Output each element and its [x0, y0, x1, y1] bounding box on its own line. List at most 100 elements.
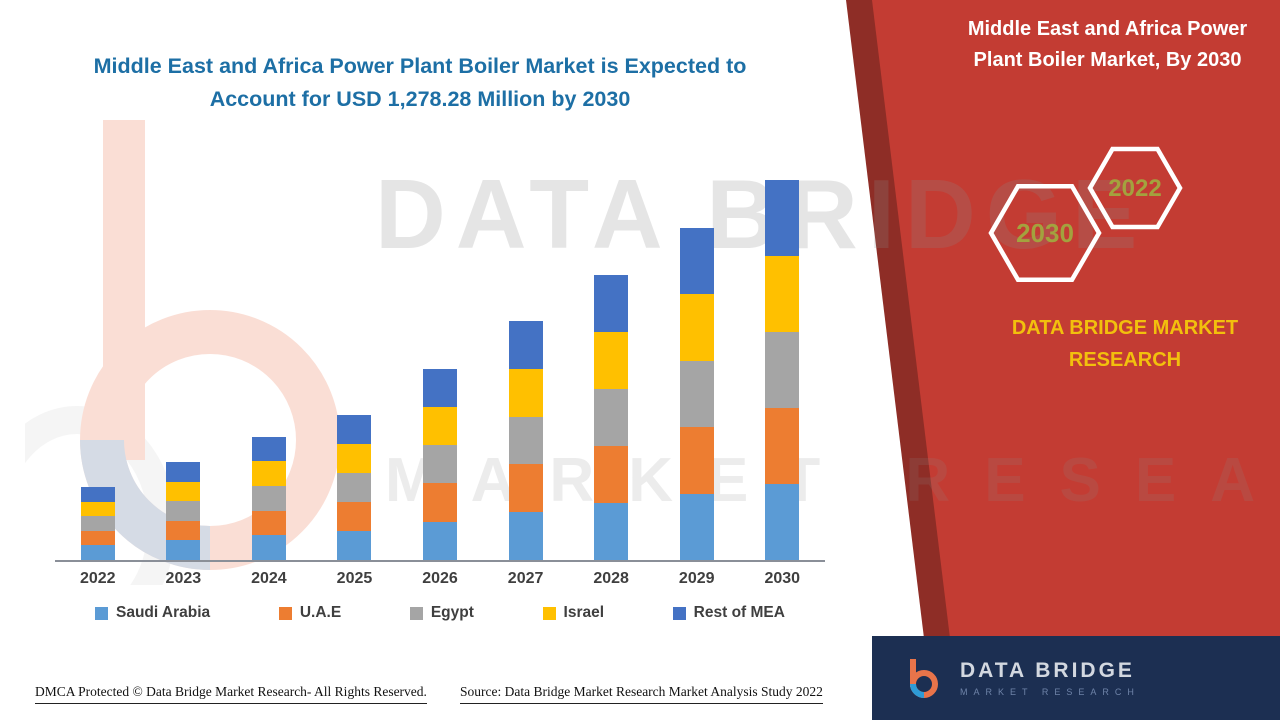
- logo-box: DATA BRIDGE MARKET RESEARCH: [872, 636, 1280, 720]
- bar-segment-rest-of-mea: [251, 436, 286, 462]
- bar-stack: [337, 414, 372, 560]
- bar-segment-saudi-arabia: [594, 503, 629, 560]
- bar-segment-israel: [679, 294, 714, 361]
- x-axis-label: 2022: [79, 570, 116, 587]
- stacked-bar-chart: 2022 2023 2024 2025 2026 2027 2028 2029 2030 Sau…: [55, 166, 825, 622]
- x-axis-label: 2025: [336, 570, 373, 587]
- page-title: Middle East and Africa Power Plant Boile…: [70, 50, 770, 117]
- legend-swatch: [95, 606, 108, 620]
- bar-segment-israel: [80, 501, 115, 517]
- brand-text-line1: DATA BRIDGE MARKET: [1011, 317, 1239, 339]
- bar-column: [141, 166, 227, 560]
- year-hexagons: 2030 2022: [985, 138, 1225, 343]
- bar-segment-egypt: [423, 445, 458, 484]
- bar-column: [226, 166, 312, 560]
- bar-segment-saudi-arabia: [80, 545, 115, 560]
- footer-source-text: Source: Data Bridge Market Research Mark…: [460, 684, 823, 704]
- legend-item: Israel: [542, 604, 605, 622]
- bar-column: [654, 166, 740, 560]
- bar-segment-egypt: [508, 416, 543, 465]
- bar-segment-israel: [251, 461, 286, 487]
- bar-segment-rest-of-mea: [423, 368, 458, 407]
- legend-item: Rest of MEA: [672, 604, 785, 622]
- bar-segment-saudi-arabia: [508, 512, 543, 560]
- right-panel-title: Middle East and Africa Power Plant Boile…: [945, 14, 1270, 76]
- bar-segment-rest-of-mea: [337, 414, 372, 444]
- bar-segment-u-a-e: [251, 510, 286, 536]
- hexagon-2030-label: 2030: [1016, 218, 1074, 248]
- bar-stack: [80, 487, 115, 560]
- bar-segment-u-a-e: [508, 464, 543, 513]
- bar-segment-egypt: [251, 486, 286, 511]
- x-axis-label: 2029: [678, 570, 715, 587]
- x-axis-row: 2022 2023 2024 2025 2026 2027 2028 2029 2030: [55, 570, 825, 588]
- bar-segment-u-a-e: [765, 408, 800, 485]
- logo-box-text: DATA BRIDGE MARKET RESEARCH: [960, 659, 1140, 697]
- hexagon-2022: [1087, 146, 1183, 230]
- bar-segment-rest-of-mea: [508, 321, 543, 369]
- bar-segment-egypt: [765, 332, 800, 409]
- bar-segment-u-a-e: [166, 520, 201, 541]
- legend-item: Egypt: [409, 604, 474, 622]
- bar-segment-saudi-arabia: [166, 540, 201, 560]
- bar-segment-saudi-arabia: [251, 535, 286, 560]
- legend-swatch: [542, 606, 556, 620]
- bar-stack: [594, 275, 629, 560]
- bar-segment-u-a-e: [594, 446, 629, 503]
- legend-swatch: [409, 606, 423, 620]
- bar-segment-israel: [765, 256, 800, 333]
- bar-segment-egypt: [337, 472, 372, 502]
- bar-segment-rest-of-mea: [594, 275, 629, 332]
- bar-segment-u-a-e: [679, 427, 714, 494]
- bar-segment-egypt: [80, 516, 115, 531]
- bar-column: [568, 166, 654, 560]
- bar-stack: [508, 321, 543, 560]
- right-panel-brand-text: DATA BRIDGE MARKET RESEARCH: [960, 312, 1280, 376]
- bar-column: [397, 166, 483, 560]
- page-title-line1: Middle East and Africa Power Plant Boile…: [93, 54, 747, 78]
- right-panel-title-line1: Middle East and Africa Power: [967, 18, 1248, 40]
- legend-swatch: [672, 606, 686, 620]
- bar-column: [55, 166, 141, 560]
- logo-box-sub: MARKET RESEARCH: [960, 687, 1140, 697]
- x-axis-label: 2027: [507, 570, 544, 587]
- footer-dmca-text: DMCA Protected © Data Bridge Market Rese…: [35, 684, 427, 704]
- bar-segment-israel: [423, 406, 458, 446]
- bar-stack: [679, 227, 714, 560]
- bar-segment-israel: [594, 332, 629, 389]
- x-axis-label: 2030: [764, 570, 801, 587]
- bar-segment-saudi-arabia: [765, 484, 800, 560]
- bar-segment-rest-of-mea: [679, 227, 714, 294]
- bar-segment-rest-of-mea: [166, 462, 201, 482]
- x-axis-label: 2026: [422, 570, 458, 587]
- watermark-databridge: DATA BRIDGE: [375, 159, 1148, 269]
- bar-segment-saudi-arabia: [337, 530, 372, 560]
- bar-column: [483, 166, 569, 560]
- legend-label: Rest of MEA: [693, 604, 785, 621]
- x-axis-label: 2024: [251, 570, 287, 587]
- x-axis-label: 2028: [593, 570, 629, 587]
- x-axis-label: 2023: [165, 570, 202, 587]
- chart-legend: Saudi Arabia U.A.E Egypt Israel Rest of …: [55, 604, 825, 622]
- bar-segment-egypt: [594, 389, 629, 446]
- bar-segment-egypt: [166, 501, 201, 521]
- logo-box-brand: DATA BRIDGE: [960, 659, 1135, 682]
- brand-text-line2: RESEARCH: [1068, 349, 1182, 371]
- legend-label: Israel: [563, 604, 605, 621]
- bar-segment-egypt: [679, 360, 714, 427]
- page-title-line2: Account for USD 1,278.28 Million by 2030: [209, 87, 631, 112]
- legend-item: U.A.E: [278, 604, 342, 622]
- hexagon-2030: [988, 183, 1102, 283]
- bar-segment-saudi-arabia: [679, 493, 714, 560]
- bar-segment-u-a-e: [423, 483, 458, 522]
- bar-segment-rest-of-mea: [80, 487, 115, 502]
- bar-stack: [765, 180, 800, 560]
- legend-item: Saudi Arabia: [95, 604, 210, 622]
- bar-segment-rest-of-mea: [765, 180, 800, 257]
- legend-label: U.A.E: [299, 604, 342, 621]
- hexagon-2022-label: 2022: [1108, 175, 1161, 202]
- bar-stack: [251, 436, 286, 560]
- bar-segment-u-a-e: [80, 530, 115, 546]
- bar-segment-israel: [337, 443, 372, 473]
- bar-segment-u-a-e: [337, 501, 372, 531]
